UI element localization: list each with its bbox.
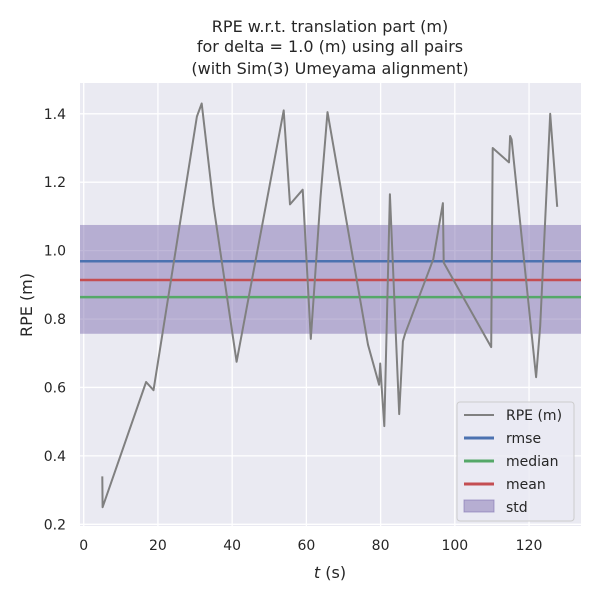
legend-label-rmse: rmse (506, 431, 541, 447)
y-tick-label: 0.4 (44, 449, 66, 465)
x-tick-label: 0 (79, 538, 88, 554)
y-tick-label: 1.2 (44, 175, 66, 191)
y-axis-ticks: 0.2 0.4 0.6 0.8 1.0 1.2 1.4 (44, 107, 66, 534)
y-tick-label: 0.2 (44, 517, 66, 533)
x-axis-label-unit: (s) (320, 563, 346, 582)
x-tick-label: 20 (149, 538, 167, 554)
x-axis-ticks: 0 20 40 60 80 100 120 (79, 538, 542, 554)
x-tick-label: 80 (372, 538, 390, 554)
chart-title-line-2: for delta = 1.0 (m) using all pairs (197, 37, 463, 56)
x-axis-label-var: t (314, 563, 321, 582)
legend-frame (456, 401, 575, 522)
y-tick-label: 1.4 (44, 107, 66, 123)
stat-lines-layer (80, 259, 581, 299)
y-axis-label: RPE (m) (17, 273, 36, 337)
legend: RPE (m) rmse median mean std (456, 401, 575, 522)
x-axis-label: t (s) (314, 563, 346, 582)
chart-title-line-3: (with Sim(3) Umeyama alignment) (191, 59, 468, 78)
legend-label-mean: mean (506, 477, 546, 493)
x-tick-label: 120 (516, 538, 543, 554)
x-tick-label: 60 (297, 538, 315, 554)
x-tick-label: 40 (223, 538, 241, 554)
rpe-series-line (101, 102, 559, 509)
y-tick-label: 0.6 (44, 380, 66, 396)
x-tick-label: 100 (441, 538, 468, 554)
chart-title-line-1: RPE w.r.t. translation part (m) (212, 17, 448, 36)
series-layer (101, 102, 559, 509)
legend-label-median: median (506, 454, 558, 470)
legend-label-rpe: RPE (m) (506, 408, 562, 424)
y-tick-label: 1.0 (44, 244, 66, 260)
chart-title: RPE w.r.t. translation part (m) for delt… (191, 17, 468, 78)
legend-label-std: std (506, 500, 528, 516)
legend-swatch-std (463, 499, 495, 513)
y-tick-label: 0.8 (44, 312, 66, 328)
